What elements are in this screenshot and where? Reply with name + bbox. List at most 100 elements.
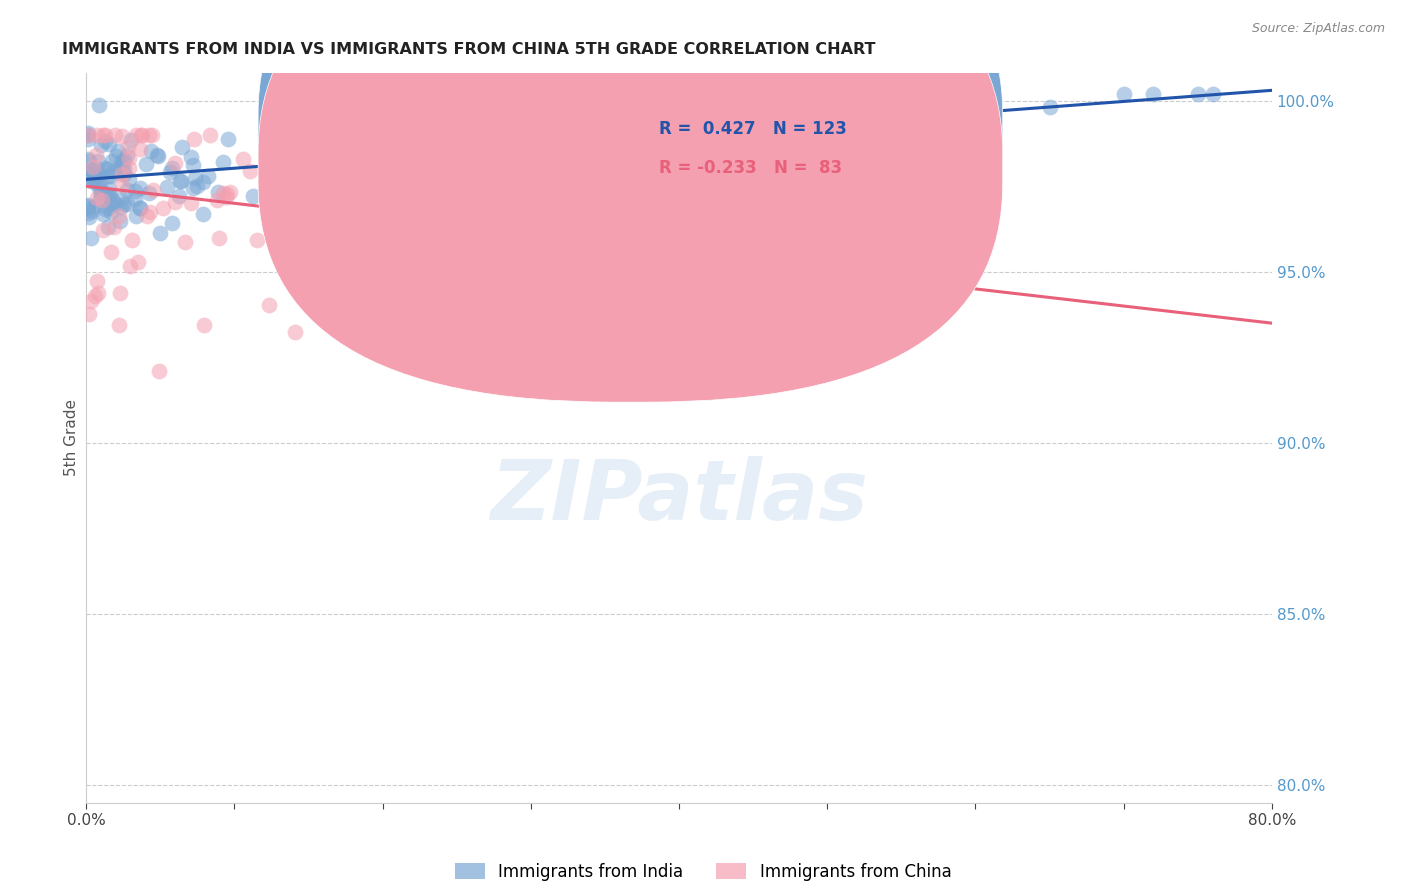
Point bbox=[112, 153, 135, 168]
Point bbox=[94, 202, 117, 216]
Point bbox=[506, 178, 529, 192]
Point bbox=[219, 185, 242, 199]
Point bbox=[124, 192, 146, 206]
Point bbox=[110, 214, 132, 228]
Point bbox=[82, 170, 104, 185]
Point bbox=[354, 215, 377, 229]
Point bbox=[160, 216, 183, 230]
Point bbox=[284, 128, 307, 142]
Point bbox=[103, 195, 125, 210]
Point bbox=[90, 193, 112, 207]
Point bbox=[84, 289, 107, 303]
Point bbox=[197, 169, 219, 183]
Point bbox=[163, 155, 186, 169]
Point bbox=[118, 161, 141, 175]
Point bbox=[149, 227, 172, 241]
Point bbox=[84, 148, 107, 162]
Point bbox=[127, 255, 149, 269]
Point bbox=[98, 197, 121, 211]
Point bbox=[183, 158, 205, 172]
Point bbox=[128, 201, 150, 215]
Point bbox=[496, 191, 519, 205]
Point bbox=[815, 131, 838, 145]
Point bbox=[509, 227, 531, 241]
Point bbox=[217, 186, 239, 201]
Point bbox=[148, 364, 170, 378]
Legend: Immigrants from India, Immigrants from China: Immigrants from India, Immigrants from C… bbox=[449, 856, 957, 888]
Point bbox=[191, 207, 214, 221]
Point bbox=[89, 178, 111, 192]
Point bbox=[129, 181, 152, 195]
Point bbox=[93, 128, 115, 142]
Point bbox=[232, 153, 254, 167]
Point bbox=[332, 130, 354, 145]
Point bbox=[326, 153, 349, 167]
Point bbox=[121, 233, 143, 247]
Point bbox=[146, 148, 169, 162]
Point bbox=[208, 231, 231, 245]
Point bbox=[125, 128, 148, 142]
Point bbox=[326, 154, 349, 169]
Point bbox=[77, 126, 100, 140]
Point bbox=[163, 195, 186, 210]
Point bbox=[374, 227, 396, 242]
Point bbox=[298, 268, 321, 283]
Point bbox=[76, 166, 98, 180]
Point bbox=[129, 128, 152, 142]
Point bbox=[183, 171, 205, 186]
Point bbox=[76, 199, 98, 213]
Point bbox=[76, 201, 98, 215]
Point bbox=[80, 163, 103, 178]
Point bbox=[76, 198, 98, 212]
Point bbox=[79, 230, 101, 244]
Point bbox=[387, 136, 409, 150]
Point bbox=[1038, 100, 1060, 114]
Text: ZIPatlas: ZIPatlas bbox=[491, 456, 868, 537]
Point bbox=[284, 325, 307, 339]
Point bbox=[98, 182, 121, 196]
Point bbox=[89, 193, 111, 207]
Point bbox=[93, 207, 115, 221]
Point bbox=[148, 149, 170, 163]
Point bbox=[965, 115, 987, 129]
Point bbox=[693, 244, 716, 258]
Point bbox=[419, 120, 441, 135]
Point bbox=[742, 145, 765, 160]
Point bbox=[371, 131, 394, 145]
Point bbox=[138, 186, 160, 201]
Text: IMMIGRANTS FROM INDIA VS IMMIGRANTS FROM CHINA 5TH GRADE CORRELATION CHART: IMMIGRANTS FROM INDIA VS IMMIGRANTS FROM… bbox=[62, 42, 876, 57]
Point bbox=[1187, 87, 1209, 101]
Point bbox=[82, 160, 104, 174]
Text: Source: ZipAtlas.com: Source: ZipAtlas.com bbox=[1251, 22, 1385, 36]
Point bbox=[86, 191, 108, 205]
Point bbox=[242, 188, 264, 202]
Point bbox=[115, 196, 138, 211]
Point bbox=[124, 184, 146, 198]
Point bbox=[118, 172, 141, 186]
Point bbox=[191, 175, 214, 189]
Point bbox=[263, 182, 285, 196]
Point bbox=[76, 166, 98, 180]
Point bbox=[90, 186, 112, 201]
Point bbox=[86, 176, 108, 190]
Point bbox=[129, 202, 152, 216]
Point bbox=[683, 147, 706, 161]
Point bbox=[100, 169, 122, 184]
Point bbox=[111, 154, 134, 169]
Point bbox=[668, 166, 690, 180]
Point bbox=[117, 140, 139, 154]
Point bbox=[605, 177, 627, 191]
Point bbox=[152, 201, 174, 215]
Point bbox=[603, 318, 626, 333]
Point bbox=[111, 129, 134, 144]
Point bbox=[139, 205, 162, 219]
Point bbox=[76, 169, 98, 183]
Point bbox=[107, 144, 129, 158]
Point bbox=[104, 149, 127, 163]
Point bbox=[198, 128, 221, 142]
Point bbox=[104, 128, 127, 142]
Point bbox=[1201, 87, 1223, 101]
Point bbox=[319, 144, 342, 158]
Point bbox=[257, 297, 280, 311]
Point bbox=[207, 185, 229, 199]
